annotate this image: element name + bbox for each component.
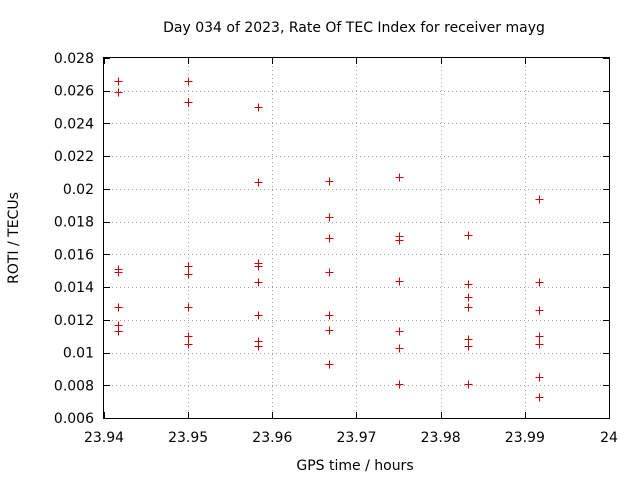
y-tick-label: 0.006 [54,411,94,427]
data-point [114,268,123,277]
y-tick-label: 0.028 [54,51,94,67]
data-point [114,303,123,312]
y-tick-label: 0.008 [54,378,94,394]
y-tick-label: 0.022 [54,149,94,165]
x-axis-label: GPS time / hours [296,458,413,474]
data-point [395,327,404,336]
data-point [325,360,334,369]
data-point [325,268,334,277]
data-point [464,335,473,344]
y-tick-label: 0.012 [54,313,94,329]
data-point [254,178,263,187]
data-point [535,332,544,341]
data-point [395,277,404,286]
data-point [114,327,123,336]
data-point [535,306,544,315]
data-point [254,311,263,320]
data-point [254,278,263,287]
data-point [254,342,263,351]
data-point [535,393,544,402]
data-point [464,231,473,240]
data-point [395,236,404,245]
plot-frame [103,57,610,419]
y-tick-label: 0.026 [54,84,94,100]
data-point [184,262,193,271]
data-point [184,270,193,279]
x-tick-label: 23.96 [252,430,292,446]
data-point [464,380,473,389]
x-tick-label: 23.94 [84,430,124,446]
data-points [114,77,544,402]
data-point [395,344,404,353]
data-point [325,311,334,320]
chart-title: Day 034 of 2023, Rate Of TEC Index for r… [163,20,545,36]
y-tick-label: 0.018 [54,215,94,231]
data-point [535,195,544,204]
data-point [114,77,123,86]
data-point [535,373,544,382]
y-tick-label: 0.016 [54,247,94,263]
data-point [464,303,473,312]
data-point [535,278,544,287]
data-point [325,213,334,222]
x-tick-label: 23.95 [168,430,208,446]
data-point [325,177,334,186]
x-tick-labels: 23.94 23.95 23.96 23.97 23.98 23.99 24 [84,430,618,446]
x-tick-label: 23.98 [421,430,461,446]
x-tick-label: 23.99 [505,430,545,446]
axis-ticks [104,58,610,419]
y-tick-label: 0.02 [63,182,94,198]
y-tick-label: 0.01 [63,346,94,362]
x-tick-label: 24 [600,430,618,446]
data-point [395,173,404,182]
data-point [464,293,473,302]
data-point [184,303,193,312]
data-point [184,77,193,86]
y-tick-label: 0.024 [54,116,94,132]
data-point [254,262,263,271]
data-point [184,340,193,349]
y-axis-label: ROTI / TECUs [6,192,22,284]
y-tick-labels: 0.006 0.008 0.01 0.012 0.014 0.016 0.018 0.02 0.… [54,51,94,427]
data-point [464,342,473,351]
x-tick-label: 23.97 [336,430,376,446]
data-point [184,98,193,107]
y-tick-label: 0.014 [54,280,94,296]
data-point [535,340,544,349]
data-point [395,380,404,389]
data-point [325,234,334,243]
data-point [325,326,334,335]
data-point [254,103,263,112]
grid-lines [104,58,609,418]
data-point [184,332,193,341]
data-point [114,88,123,97]
data-point [464,280,473,289]
